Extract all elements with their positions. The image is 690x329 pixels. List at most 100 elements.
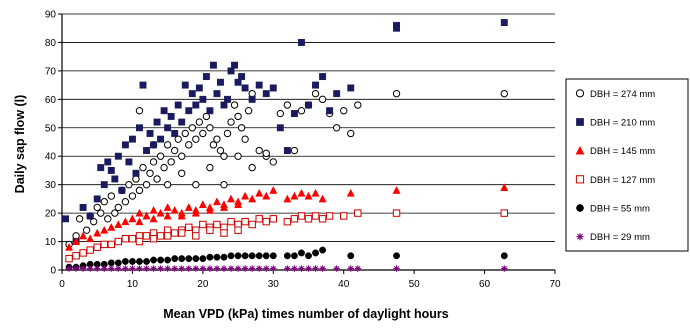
data-point-open-circle <box>163 141 172 149</box>
data-point-open-square <box>121 235 130 243</box>
data-point-filled-square <box>157 135 165 143</box>
data-point-filled-square <box>97 164 105 172</box>
data-point-filled-square <box>167 112 175 120</box>
data-point-star <box>94 265 101 272</box>
data-point-star <box>199 265 207 272</box>
data-point-filled-circle <box>114 259 122 267</box>
data-point-open-circle <box>100 198 108 206</box>
data-point-filled-circle <box>178 255 186 263</box>
data-point-open-circle <box>269 158 277 166</box>
data-point-open-circle <box>111 209 119 217</box>
data-point-star <box>312 265 319 272</box>
data-point-filled-square <box>171 130 179 137</box>
data-point-open-circle <box>107 192 116 200</box>
legend: DBH = 274 mm DBH = 210 mm DBH = 145 mm DBH … <box>565 78 689 252</box>
data-point-filled-circle <box>143 258 150 265</box>
data-point-star <box>234 265 242 272</box>
data-point-star <box>136 265 143 272</box>
data-point-filled-triangle <box>65 242 74 251</box>
data-point-filled-triangle <box>500 183 509 191</box>
legend-box <box>565 78 689 252</box>
data-point-open-circle <box>192 180 200 189</box>
data-point-open-square <box>72 252 80 260</box>
data-point-open-circle <box>139 163 147 172</box>
data-point-filled-triangle <box>241 191 250 200</box>
data-point-star <box>248 265 256 272</box>
data-point-star <box>143 265 150 272</box>
data-point-open-square <box>227 217 235 226</box>
data-point-open-square <box>100 240 108 249</box>
legend-label: DBH = 210 mm <box>590 118 655 129</box>
x-tick-label: 50 <box>409 279 421 290</box>
data-point-filled-triangle <box>177 211 186 220</box>
data-point-open-square <box>192 232 200 240</box>
data-point-filled-triangle <box>262 191 271 200</box>
data-point-open-circle <box>75 215 84 223</box>
data-point-filled-circle <box>128 258 136 265</box>
legend-marker-filled-triangle <box>575 145 585 155</box>
data-point-open-circle <box>248 163 256 172</box>
y-tick-label: 0 <box>50 266 56 277</box>
data-point-open-circle <box>114 203 123 212</box>
data-point-open-circle <box>89 217 98 226</box>
data-point-open-circle <box>149 158 158 166</box>
data-point-open-square <box>311 212 320 220</box>
data-point-open-square <box>149 235 158 243</box>
data-point-open-circle <box>185 141 193 149</box>
data-point-filled-square <box>241 84 249 92</box>
data-point-filled-circle <box>199 255 207 263</box>
data-point-filled-square <box>262 90 270 98</box>
data-point-star <box>129 265 136 272</box>
data-point-filled-triangle <box>121 217 130 226</box>
data-point-open-circle <box>230 101 239 109</box>
data-point-star <box>115 265 122 272</box>
data-point-star <box>298 265 305 272</box>
data-point-filled-circle <box>347 252 355 260</box>
series-star <box>65 265 508 272</box>
legend-marker-star <box>576 233 584 241</box>
data-point-open-circle <box>392 89 401 98</box>
data-point-filled-square <box>202 73 210 81</box>
data-point-star <box>333 265 340 272</box>
data-point-filled-triangle <box>149 214 158 223</box>
data-point-star <box>122 265 129 272</box>
data-point-filled-square <box>181 81 189 89</box>
data-point-open-square <box>318 215 327 223</box>
axes <box>58 13 556 274</box>
data-point-filled-circle <box>136 258 143 265</box>
data-point-filled-triangle <box>227 194 236 203</box>
data-point-filled-square <box>269 84 277 92</box>
data-point-star <box>241 265 249 272</box>
data-point-open-circle <box>276 109 285 118</box>
data-point-filled-square <box>224 95 231 103</box>
data-point-filled-square <box>153 118 161 126</box>
data-point-open-square <box>262 217 270 226</box>
legend-label: DBH = 29 mm <box>590 232 650 243</box>
data-point-filled-triangle <box>346 188 355 197</box>
legend-marker-filled-circle <box>576 204 584 212</box>
data-points <box>62 19 509 272</box>
data-point-open-circle <box>297 107 306 115</box>
data-point-open-square <box>248 220 256 229</box>
data-point-filled-square <box>209 61 217 69</box>
data-point-filled-triangle <box>107 222 116 231</box>
data-point-open-circle <box>290 146 299 155</box>
data-point-filled-square <box>231 61 239 69</box>
data-point-star <box>101 265 108 272</box>
data-point-open-square <box>135 237 144 246</box>
data-point-filled-square <box>195 84 203 92</box>
data-point-open-circle <box>234 152 242 160</box>
data-point-filled-triangle <box>269 186 278 194</box>
data-point-open-circle <box>188 124 196 132</box>
data-point-open-circle <box>97 209 105 217</box>
data-point-open-circle <box>347 129 355 138</box>
data-point-filled-square <box>227 67 235 75</box>
data-point-filled-circle <box>192 255 200 263</box>
data-point-filled-triangle <box>114 220 123 228</box>
data-point-star <box>256 265 263 272</box>
data-point-star <box>164 265 171 272</box>
data-point-filled-triangle <box>318 194 327 203</box>
data-point-star <box>270 265 277 272</box>
data-point-open-circle <box>206 124 214 132</box>
data-point-open-circle <box>167 158 175 166</box>
